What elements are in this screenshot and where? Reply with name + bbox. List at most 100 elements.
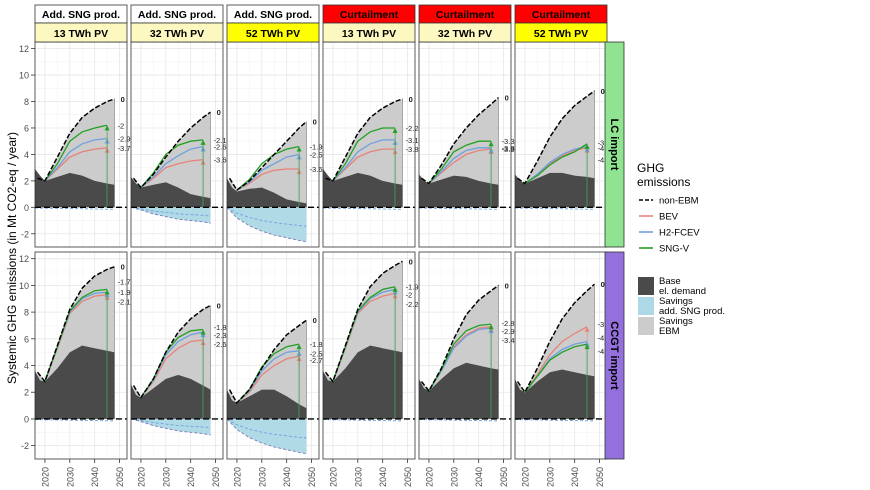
- x-tick-label: 2030: [257, 467, 267, 487]
- bev-line: [236, 168, 300, 191]
- value-label: -3.6: [310, 165, 323, 174]
- strips-group: Add. SNG prod. 13 TWh PV Add. SNG prod. 32 …: [34, 4, 625, 460]
- value-label: -3.7: [118, 144, 131, 153]
- bev-line: [44, 147, 108, 182]
- value-label: -3.8: [406, 145, 419, 154]
- ebm-savings-area: [133, 305, 211, 398]
- nonebm-line: [228, 120, 308, 192]
- nonebm-line: [420, 284, 500, 393]
- legend-title: GHG: [637, 161, 664, 175]
- x-tick-label: 2040: [474, 467, 484, 487]
- panel-border: [226, 251, 320, 460]
- panel-0-2: 0 -1.9-2.5 -3.6: [226, 41, 323, 248]
- value-label: -1.8: [310, 340, 323, 349]
- row-strip-1: [604, 251, 625, 460]
- value-label: -4.2: [598, 347, 611, 356]
- value-label: -1.7: [118, 277, 131, 286]
- h2-savings-line: [130, 418, 211, 429]
- x-tick-label: 2020: [136, 467, 146, 487]
- x-tick-label: 2040: [570, 467, 580, 487]
- y-tick-label: 0: [24, 414, 29, 424]
- base-demand-area: [323, 169, 403, 208]
- value-label: -4: [598, 333, 605, 342]
- value-label: -3.1: [406, 136, 419, 145]
- sng-savings-area: [131, 207, 211, 224]
- sngv-line: [428, 140, 492, 184]
- strip-bottom-5: [514, 22, 608, 43]
- nonebm-line: [421, 96, 500, 185]
- value-label: -2: [118, 121, 125, 130]
- value-label: -2.7: [310, 356, 323, 365]
- legend-label: Base: [659, 276, 681, 287]
- sng-savings-line: [226, 206, 307, 243]
- value-label: 0: [505, 281, 509, 290]
- y-tick-label: 12: [19, 44, 29, 54]
- h2-line: [140, 145, 204, 188]
- h2-line: [428, 147, 492, 184]
- ebm-savings-area: [517, 90, 595, 184]
- strip-top-label: Curtailment: [532, 9, 591, 21]
- sngv-arrowhead: [584, 143, 590, 149]
- strip-bottom-label: 32 TWh PV: [438, 28, 492, 40]
- panel-border: [130, 251, 224, 460]
- h2-line: [524, 145, 588, 185]
- h2-line: [44, 137, 108, 182]
- strip-bottom-2: [226, 22, 320, 43]
- panel-1-5: 0 -3 -4 -4.2: [514, 251, 611, 460]
- value-label: -2: [406, 291, 413, 300]
- x-tick-label: 2050: [115, 467, 125, 487]
- x-tick-label: 2030: [545, 467, 555, 487]
- legend-label: non-EBM: [659, 196, 699, 207]
- nonebm-line: [516, 283, 596, 394]
- x-axis-group: 2020 2030 2040 2050 2020 2030 2040 2050 2020 2030…: [40, 459, 605, 487]
- sng-savings-line: [226, 418, 307, 455]
- strip-bottom-label: 52 TWh PV: [534, 28, 588, 40]
- sng-savings-area: [227, 418, 307, 454]
- strip-top-label: Add. SNG prod.: [234, 9, 312, 21]
- h2-savings-line: [514, 207, 595, 210]
- strip-bottom-1: [130, 22, 224, 43]
- sngv-line: [332, 127, 396, 182]
- value-label: -3.9: [502, 145, 515, 154]
- strip-bottom-label: 13 TWh PV: [54, 28, 108, 40]
- sng-savings-line: [130, 418, 211, 436]
- sngv-arrowhead: [392, 286, 398, 292]
- value-label: -2.1: [118, 297, 131, 306]
- sngv-arrowhead: [296, 344, 302, 350]
- x-tick-label: 2040: [90, 467, 100, 487]
- nonebm-line: [132, 111, 212, 189]
- sng-savings-area: [131, 418, 211, 435]
- y-tick-label: 4: [24, 361, 29, 371]
- legend-key-fill: [638, 297, 654, 315]
- value-label: 0: [505, 94, 509, 103]
- panel-0-4: 0 -3.3-3.8-3.9: [418, 41, 515, 248]
- strip-bottom-label: 32 TWh PV: [150, 28, 204, 40]
- row-strip-label: LC import: [608, 119, 620, 171]
- nonebm-line: [517, 90, 596, 185]
- legend-label: EBM: [659, 326, 680, 337]
- strip-bottom-4: [418, 22, 512, 43]
- value-label: -2.6: [214, 340, 227, 349]
- panel-border: [322, 251, 416, 460]
- h2-savings-line: [418, 419, 499, 422]
- value-label: 0: [121, 263, 125, 272]
- value-label: 0: [601, 280, 605, 289]
- sngv-arrowhead: [200, 329, 206, 335]
- value-label: -2.2: [406, 124, 419, 133]
- legend-label: SNG-V: [659, 244, 690, 255]
- y-tick-label: 10: [19, 71, 29, 81]
- panel-border: [34, 251, 128, 460]
- value-label: 0: [121, 95, 125, 104]
- value-label: -2.2: [406, 300, 419, 309]
- panel-1-1: 0 -1.8-2.3-2.6: [130, 251, 227, 460]
- value-label: -3.9: [598, 139, 611, 148]
- sngv-arrowhead: [104, 289, 110, 295]
- y-tick-label: 6: [24, 123, 29, 133]
- panels-group: 0-2-2.9-3.70-2.1-2.6-3.60-1.9-2.5-3.60-2…: [34, 41, 611, 460]
- value-label: -2.5: [310, 349, 323, 358]
- y-tick-label: -2: [21, 441, 29, 451]
- value-label: -2.5: [310, 150, 323, 159]
- legend-label: BEV: [659, 212, 679, 223]
- base-demand-area: [227, 389, 307, 419]
- h2-line: [332, 139, 396, 182]
